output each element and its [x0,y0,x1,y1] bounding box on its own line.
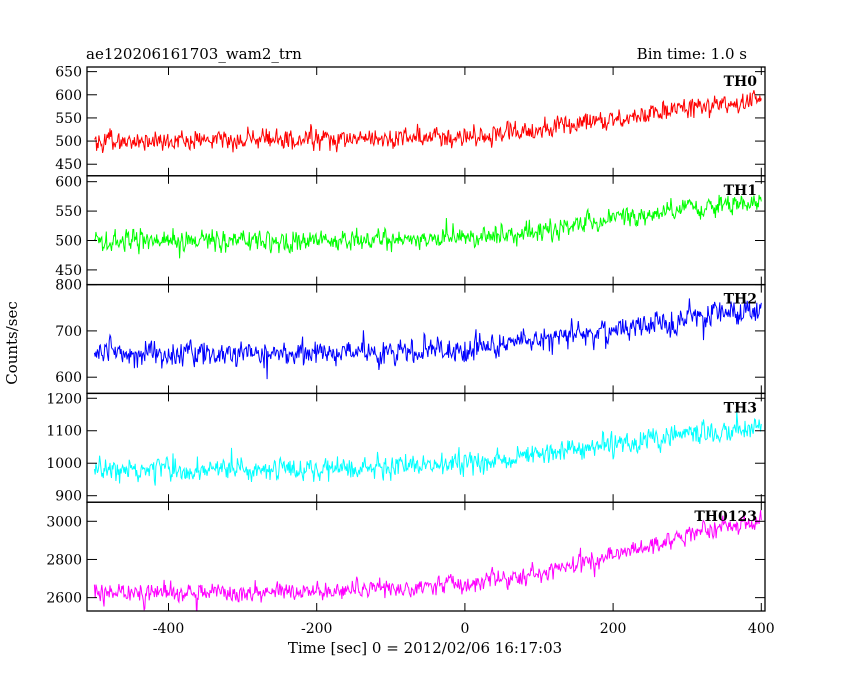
x-tick-label: -200 [301,621,332,637]
y-tick-label: 450 [55,157,82,173]
y-tick-label: 800 [55,278,82,294]
y-tick-label: 900 [55,489,82,505]
y-tick-label: 500 [55,233,82,249]
y-tick-label: 700 [55,324,82,340]
x-axis-label: Time [sec] 0 = 2012/02/06 16:17:03 [288,639,562,657]
x-axis: -400 -200 0 200 400 [153,621,775,637]
y-tick-label: 600 [55,175,82,191]
y-tick-label: 650 [55,65,82,81]
y-tick-label: 450 [55,263,82,279]
y-tick-label: 600 [55,88,82,104]
y-tick-label: 550 [55,204,82,220]
series-line-th0 [94,90,762,154]
panel-th0: 450 500 550 600 650 TH0 [55,65,766,177]
y-axis-label: Counts/sec [3,301,21,385]
chart-title-left: ae120206161703_wam2_trn [86,45,302,63]
panel-th1: 450 500 550 600 TH1 [55,175,766,286]
y-tick-label: 3000 [46,514,82,530]
panel-th2: 600 700 800 TH2 [55,278,766,395]
panel-frame [86,501,766,612]
panel-label-th1: TH1 [724,183,757,199]
panel-frame [86,175,766,286]
panels-group: 450 500 550 600 650 TH0 450 500 550 600 TH1 600 700 8… [46,65,766,612]
y-tick-label: 550 [55,111,82,127]
panel-frame [86,392,766,503]
panel-th3: 900 1000 1100 1200 TH3 [46,391,766,505]
y-tick-label: 1100 [46,424,82,440]
series-line-th1 [93,194,762,259]
x-tick-label: 400 [748,621,775,637]
series-line-th0123 [93,510,762,612]
panel-label-th2: TH2 [724,292,757,308]
y-tick-label: 600 [55,370,82,386]
panel-th0123: 2600 2800 3000 TH0123 [46,501,766,612]
panel-label-th3: TH3 [724,400,757,416]
panel-frame [86,66,766,177]
y-tick-label: 2600 [46,591,82,607]
y-tick-label: 500 [55,134,82,150]
panel-label-th0: TH0 [724,74,758,90]
y-tick-label: 2800 [46,552,82,568]
x-tick-label: 200 [600,621,627,637]
y-tick-label: 1200 [46,391,82,407]
y-tick-label: 1000 [46,456,82,472]
x-tick-label: 0 [460,621,469,637]
panel-label-th0123: TH0123 [694,509,757,525]
bin-time-label: Bin time: 1.0 s [637,45,747,63]
series-line-th2 [93,298,762,380]
panel-frame [86,283,766,395]
series-line-th3 [93,411,762,486]
x-tick-label: -400 [153,621,184,637]
